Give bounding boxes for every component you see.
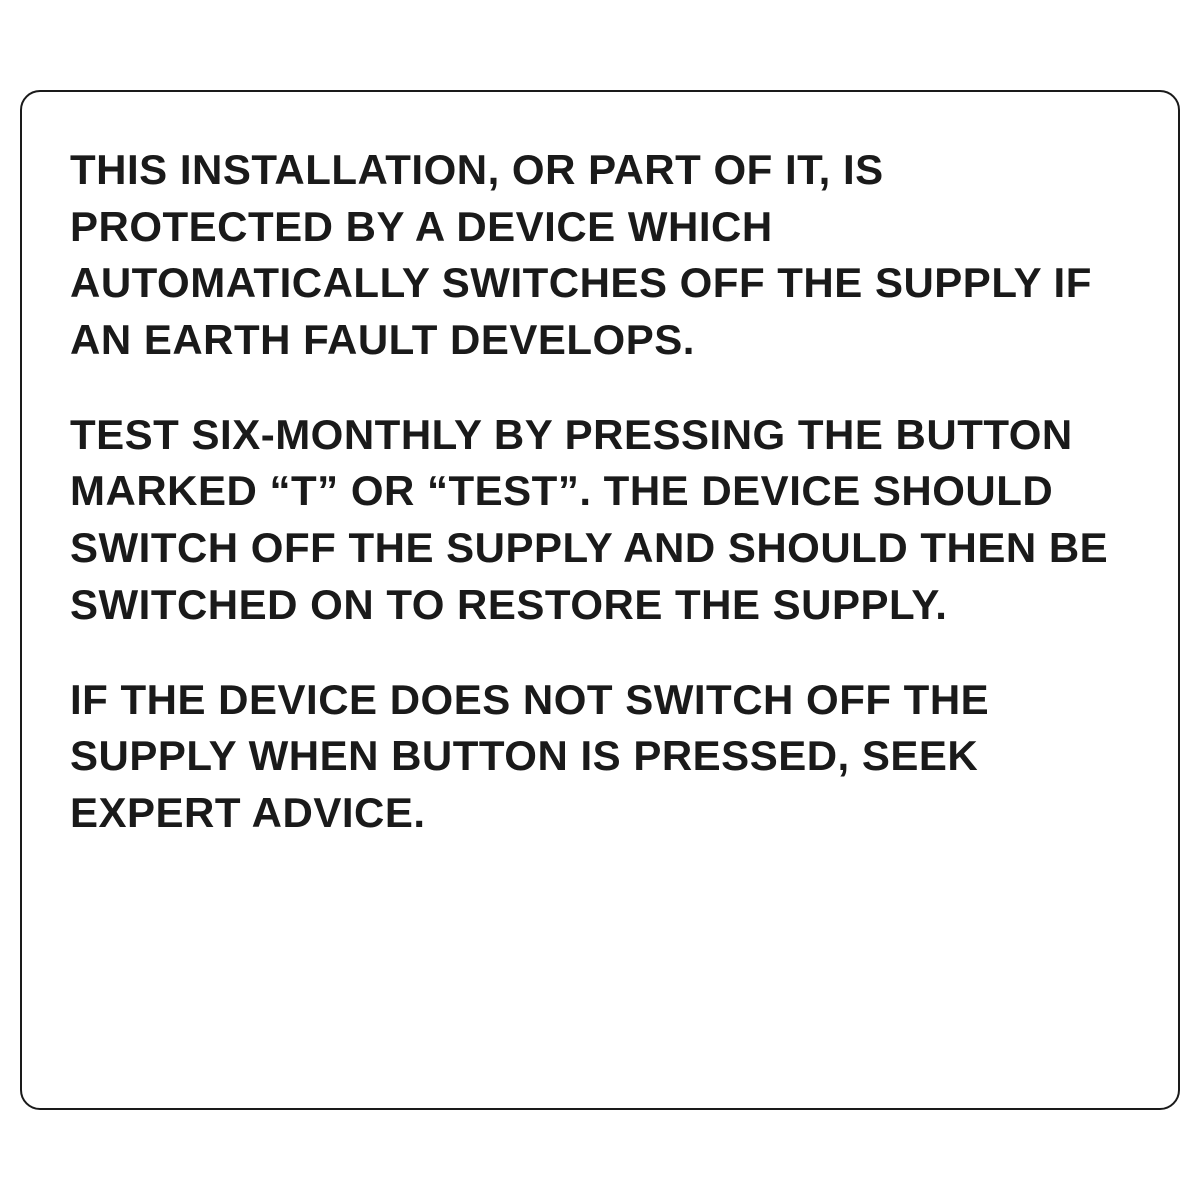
safety-sign: THIS INSTALLATION, OR PART OF IT, IS PRO… [20,90,1180,1110]
paragraph-2: TEST SIX-MONTHLY BY PRESSING THE BUTTON … [70,407,1130,634]
paragraph-1: THIS INSTALLATION, OR PART OF IT, IS PRO… [70,142,1130,369]
paragraph-3: IF THE DEVICE DOES NOT SWITCH OFF THE SU… [70,672,1130,842]
